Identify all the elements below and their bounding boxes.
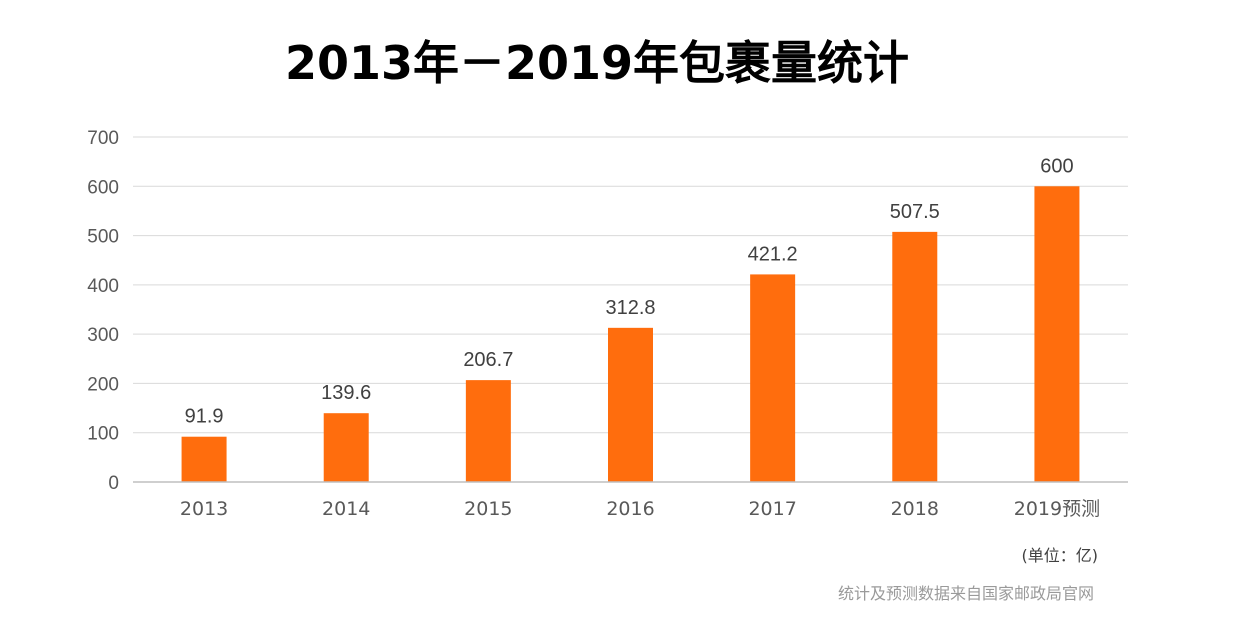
bar xyxy=(1034,186,1080,483)
source-note: 统计及预测数据来自国家邮政局官网 xyxy=(838,584,1094,603)
x-category-label: 2015 xyxy=(464,498,512,520)
x-category-label: 2016 xyxy=(606,498,654,520)
data-label: 206.7 xyxy=(463,349,513,371)
y-tick-label: 300 xyxy=(87,325,119,346)
x-category-label: 2014 xyxy=(322,498,370,520)
x-category-label: 2013 xyxy=(180,498,228,520)
unit-note: (单位：亿) xyxy=(1022,546,1099,565)
chart-title: 2013年－2019年包裹量统计 xyxy=(285,36,909,90)
y-tick-label: 600 xyxy=(87,177,119,198)
data-label: 139.6 xyxy=(321,382,371,404)
data-label: 312.8 xyxy=(605,297,655,319)
bar xyxy=(750,274,796,482)
y-tick-label: 700 xyxy=(87,128,119,149)
bar xyxy=(608,327,653,482)
x-category-label: 2019预测 xyxy=(1014,498,1100,520)
y-axis: 0 100 200 300 400 500 600 700 xyxy=(87,128,119,494)
data-label: 600 xyxy=(1040,155,1073,177)
y-tick-label: 500 xyxy=(87,227,119,248)
data-label: 421.2 xyxy=(748,243,798,265)
bar xyxy=(181,436,227,482)
x-category-label: 2018 xyxy=(891,498,939,520)
bar xyxy=(323,413,369,482)
y-tick-label: 400 xyxy=(87,276,119,297)
x-category-label: 2017 xyxy=(748,498,796,520)
y-tick-label: 100 xyxy=(87,424,119,445)
bar xyxy=(465,380,511,482)
x-axis: 2013 2014 2015 2016 2017 2018 2019预测 xyxy=(133,481,1128,520)
y-tick-label: 200 xyxy=(87,374,119,395)
data-label: 507.5 xyxy=(890,201,940,223)
bar xyxy=(892,231,938,482)
bars: 91.9 139.6 206.7 312.8 421.2 507.5 600 xyxy=(181,155,1080,483)
y-tick-label: 0 xyxy=(108,473,119,494)
data-label: 91.9 xyxy=(185,406,224,428)
